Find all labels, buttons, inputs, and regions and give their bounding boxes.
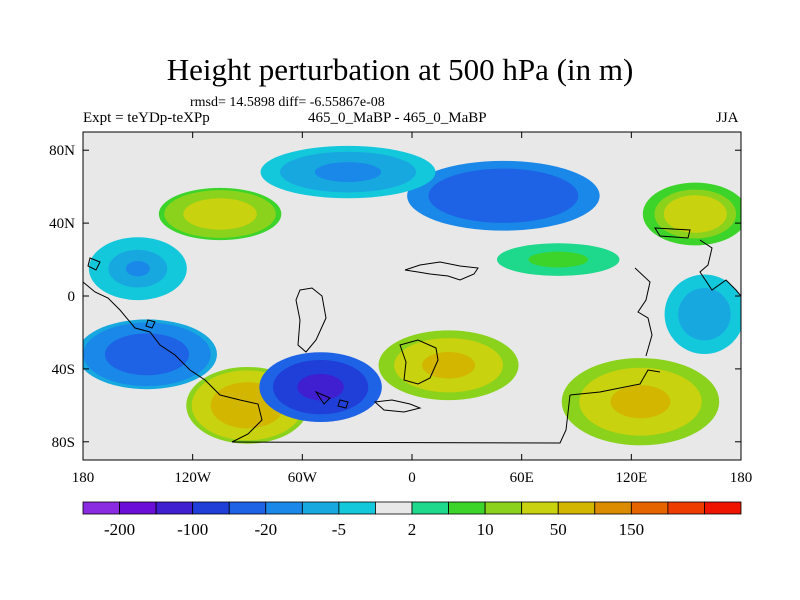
- colorbar-swatch: [484, 501, 523, 515]
- colorbar-swatch: [557, 501, 596, 515]
- anomaly-1: [561, 358, 720, 446]
- anomaly-7: [259, 352, 382, 423]
- colorbar-swatch: [667, 501, 705, 515]
- colorbar-label: 150: [619, 520, 645, 539]
- contour-fill: [682, 206, 709, 222]
- y-tick-label: 80N: [49, 143, 75, 159]
- colorbar-label: 50: [550, 520, 567, 539]
- colorbar-swatch: [82, 501, 120, 515]
- colorbar-swatch: [411, 501, 449, 515]
- contour-fill: [538, 254, 578, 265]
- season-label: JJA: [716, 110, 739, 126]
- colorbar-swatch: [265, 501, 303, 515]
- x-tick-label: 120W: [174, 470, 212, 486]
- colorbar-swatch: [630, 501, 669, 515]
- contour-fill: [205, 207, 236, 221]
- contour-fill: [479, 187, 528, 205]
- contour-fill: [431, 356, 466, 374]
- y-tick-label: 80S: [52, 435, 75, 451]
- x-tick-label: 60E: [510, 470, 534, 486]
- chart-subtitle: 465_0_MaBP - 465_0_MaBP: [308, 110, 487, 126]
- anomaly-8: [664, 274, 741, 354]
- colorbar-swatch: [521, 501, 559, 515]
- anomaly-10: [496, 243, 620, 276]
- x-axis: 180 120W 60W 0 60E 120E 180: [72, 132, 753, 486]
- y-axis: 80N 40N 0 40S 80S: [49, 143, 741, 451]
- stats-text: rmsd= 14.5898 diff= -6.55867e-08: [190, 95, 385, 110]
- colorbar-label: 10: [477, 520, 494, 539]
- coastlines: [83, 227, 741, 444]
- colorbar-swatch: [704, 501, 742, 515]
- colorbar-label: -200: [104, 520, 135, 539]
- x-tick-label: 180: [730, 470, 753, 486]
- colorbar-swatch: [338, 501, 376, 515]
- anomaly-12: [88, 237, 187, 301]
- contour-fill: [125, 260, 150, 277]
- colorbar-swatch: [155, 501, 194, 515]
- chart-title: Height perturbation at 500 hPa (in m): [166, 52, 634, 87]
- x-tick-label: 180: [72, 470, 95, 486]
- colorbar-label: 2: [408, 520, 417, 539]
- anomaly-3: [83, 319, 217, 390]
- experiment-label: Expt = teYDp-teXPp: [83, 110, 210, 126]
- y-tick-label: 40N: [49, 216, 75, 232]
- contour-fill: [621, 390, 660, 413]
- x-tick-label: 0: [408, 470, 416, 486]
- colorbar: -200 -100 -20 -5 2 10 50 150: [82, 501, 742, 539]
- x-tick-label: 120E: [615, 470, 647, 486]
- contour-fill: [326, 165, 370, 179]
- colorbar-label: -100: [177, 520, 208, 539]
- colorbar-swatch: [301, 501, 340, 515]
- contour-fill: [129, 345, 165, 363]
- colorbar-swatch: [228, 501, 267, 515]
- anomaly-2: [407, 160, 600, 231]
- colorbar-label: -5: [332, 520, 346, 539]
- colorbar-swatch: [192, 501, 230, 515]
- y-tick-label: 0: [68, 289, 76, 305]
- height-field: [83, 132, 741, 460]
- anomaly-11: [158, 187, 282, 241]
- anomaly-4: [378, 330, 519, 401]
- colorbar-swatch: [448, 501, 486, 515]
- contour-fill: [693, 303, 716, 325]
- contour-fill: [305, 378, 336, 396]
- colorbar-swatch: [594, 501, 632, 515]
- anomaly-9: [642, 182, 741, 246]
- y-tick-label: 40S: [52, 362, 75, 378]
- colorbar-swatch: [375, 501, 413, 515]
- contour-fill: [232, 395, 263, 415]
- colorbar-swatch: [119, 501, 157, 515]
- colorbar-label: -20: [254, 520, 277, 539]
- x-tick-label: 60W: [288, 470, 318, 486]
- anomaly-6: [260, 145, 436, 199]
